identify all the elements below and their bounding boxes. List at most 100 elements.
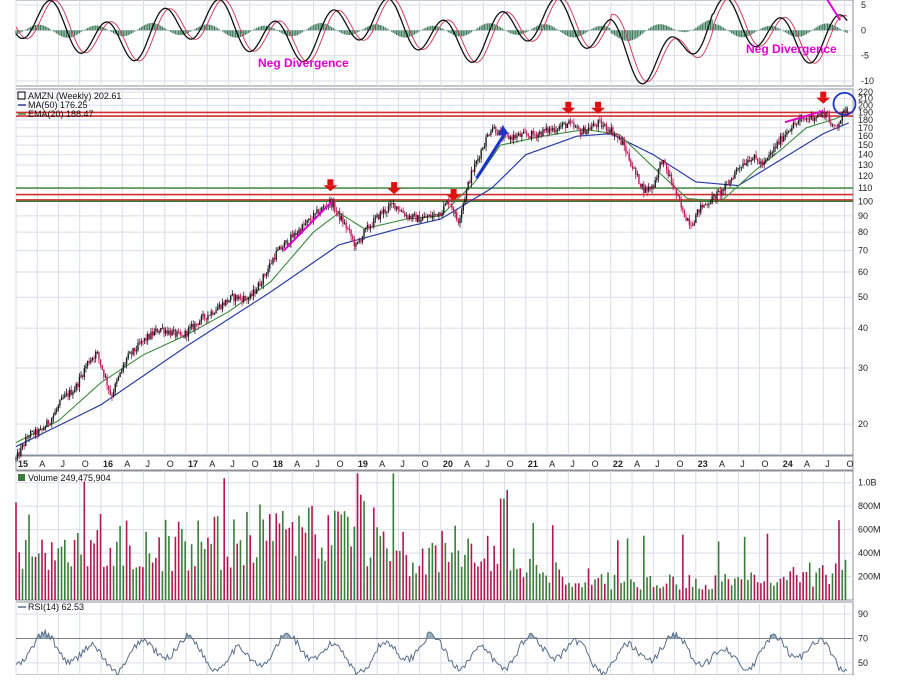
volume-bar [457,550,460,600]
volume-bar [633,581,635,600]
candle-body [441,213,443,216]
volume-bar [135,567,138,600]
candle-body [373,218,375,227]
candle-body [47,420,50,424]
candle-body [434,213,437,215]
candle-body [553,128,556,133]
candle-body [558,126,560,130]
candle-body [203,314,206,319]
candle-body [96,351,99,353]
candle-body [272,258,274,264]
candle-body [260,284,263,286]
x-tick-label: J [145,459,150,469]
candle-body [643,183,645,193]
volume-bar [503,498,505,600]
candle-body [156,328,159,333]
candle-body [678,195,681,201]
volume-bar [259,504,261,600]
volume-bar [773,585,775,600]
candle-body [210,311,212,316]
candle-body [752,158,754,161]
candle-body [62,397,64,399]
candle-body [44,427,46,430]
candle-body [31,431,33,433]
candle-body [337,210,339,212]
candle-body [347,228,349,229]
volume-bar [291,522,294,600]
volume-bar [272,541,274,600]
candle-body [70,389,72,395]
x-tick-label: O [252,459,259,469]
volume-bar [138,566,141,600]
volume-bar [129,545,131,600]
volume-bar [574,583,577,600]
candle-body [124,363,126,365]
volume-bar [600,574,603,600]
x-tick-label: O [677,459,684,469]
x-tick-label: 18 [273,459,283,469]
candle-body [729,180,731,185]
candle-body [685,217,687,221]
volume-bar [301,527,304,600]
volume-bar [304,532,307,600]
candle-body [238,296,240,300]
candle-body [667,169,669,176]
down-arrow-marker [595,101,602,108]
legend-swatch [18,474,25,481]
candle-body [561,123,564,127]
volume-bar [216,516,219,600]
candle-body [239,296,242,299]
candle-body [361,236,364,242]
candle-body [763,161,765,166]
candle-body [740,167,743,168]
candle-body [522,131,525,134]
volume-bar [307,507,310,600]
volume-bar [350,546,352,600]
pane-frame-macd [15,0,854,87]
candle-body [443,205,445,214]
volume-bar [512,548,515,600]
volume-bar [616,540,619,600]
candle-body [758,161,760,165]
x-tick-label: O [337,459,344,469]
price-tick-label: 30 [858,363,868,373]
candle-body [77,383,79,388]
candle-body [265,273,268,276]
candle-body [350,229,352,237]
candle-body [625,146,627,153]
candle-body [555,130,557,133]
candle-body [846,107,848,113]
candle-body [59,400,61,406]
candle-body [597,120,599,127]
candle-body [426,216,429,218]
candle-body [397,206,399,211]
candle-body [314,213,316,214]
volume-bar [714,575,717,600]
candle-body [49,423,51,425]
candle-body [345,222,347,229]
volume-bar [83,481,86,600]
price-tick-label: 190 [858,107,873,117]
candle-body [26,437,29,439]
volume-bar [818,568,821,600]
volume-tick-label: 600M [858,525,881,535]
candle-body [121,370,123,373]
candle-body [839,120,842,124]
volume-bar [613,574,616,600]
candle-body [766,157,769,160]
candle-body [431,215,434,218]
volume-bar [483,558,486,600]
volume-bar [516,568,518,600]
candle-body [293,232,295,238]
volume-bar [451,552,453,600]
volume-bar [838,520,840,600]
candle-body [218,304,221,308]
candle-body [153,331,155,336]
x-tick-label: A [464,459,470,469]
candle-body [93,358,95,359]
candle-body [169,330,172,336]
volume-bar [529,558,531,600]
candle-body [125,358,128,364]
volume-bar [841,569,844,600]
volume-bar [717,541,720,600]
